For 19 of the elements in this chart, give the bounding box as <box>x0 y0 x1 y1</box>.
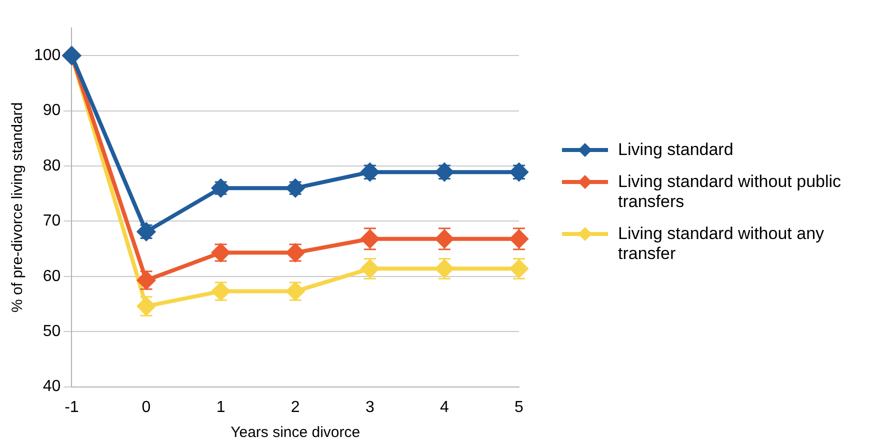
y-axis-title: % of pre-divorce living standard <box>9 102 26 312</box>
legend-label: Living standard <box>618 140 734 160</box>
y-tick-label: 50 <box>42 323 61 340</box>
y-tick-label: 90 <box>42 102 61 120</box>
y-tick-label: 60 <box>42 268 61 285</box>
x-axis-title: Years since divorce <box>230 424 360 442</box>
x-tick-label: 5 <box>514 398 524 416</box>
x-tick-label: 3 <box>365 398 374 416</box>
legend-label: Living standard without public transfers <box>618 172 842 212</box>
x-tick-label: 4 <box>440 398 449 416</box>
x-tick-label: 2 <box>290 398 300 416</box>
x-tick-label: 0 <box>142 398 151 416</box>
legend-label: Living standard without any transfer <box>618 224 826 264</box>
x-tick-label: -1 <box>64 398 79 416</box>
y-tick-label: 80 <box>42 157 61 174</box>
y-tick-label: 70 <box>42 212 61 230</box>
x-tick-label: 1 <box>216 398 226 416</box>
y-tick-label: 100 <box>34 47 61 64</box>
y-tick-label: 40 <box>42 378 61 396</box>
